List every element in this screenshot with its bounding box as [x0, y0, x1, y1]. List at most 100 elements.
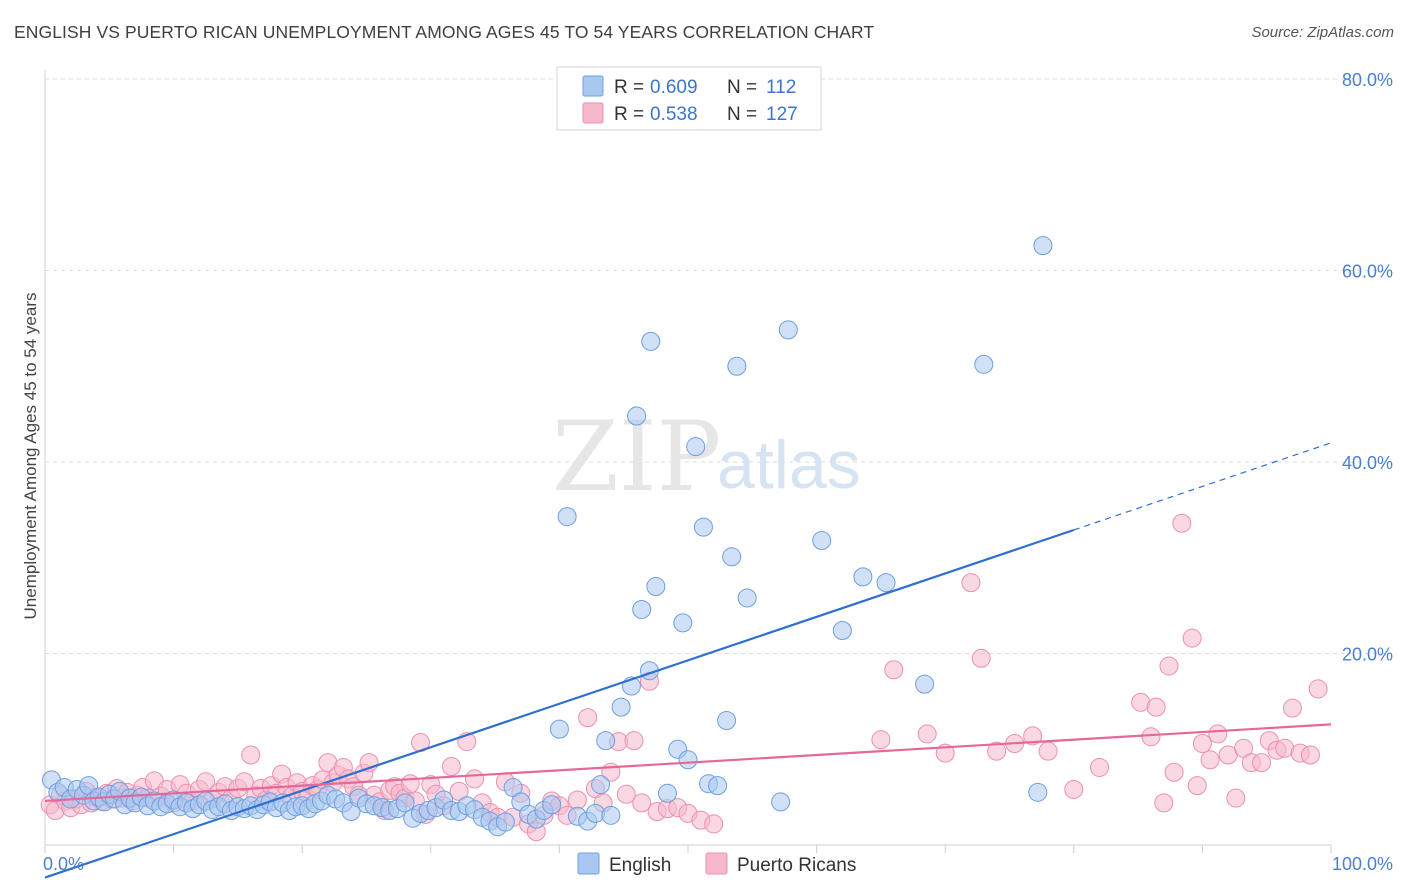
- chart-title: ENGLISH VS PUERTO RICAN UNEMPLOYMENT AMO…: [14, 22, 875, 42]
- watermark-atlas: atlas: [717, 427, 861, 503]
- puerto-ricans-point: [917, 724, 937, 744]
- english-point: [722, 547, 742, 567]
- english-point: [915, 674, 935, 694]
- y-tick-label: 40.0%: [1342, 453, 1393, 473]
- puerto-ricans-point: [704, 814, 724, 834]
- series-legend: English Puerto Ricans: [577, 852, 856, 876]
- english-point: [853, 567, 873, 587]
- puerto-ricans-point: [234, 772, 254, 792]
- y-tick-label: 80.0%: [1342, 70, 1393, 90]
- puerto-ricans-point: [1164, 762, 1184, 782]
- english-points: [41, 236, 1053, 837]
- legend-pr-swatch: [705, 852, 728, 875]
- puerto-ricans-point: [1252, 753, 1272, 773]
- puerto-ricans-point: [1187, 776, 1207, 796]
- puerto-ricans-point: [987, 741, 1007, 761]
- puerto-ricans-point: [241, 745, 261, 765]
- pr-n-value: 127: [766, 104, 798, 125]
- english-point: [693, 517, 713, 537]
- puerto-ricans-point: [624, 731, 644, 751]
- english-r-value: 0.609: [650, 77, 698, 98]
- puerto-ricans-point: [1226, 788, 1246, 808]
- puerto-ricans-point: [1300, 745, 1320, 765]
- english-point: [771, 792, 791, 812]
- x-ticks: [44, 845, 1332, 853]
- legend-pr-label: Puerto Ricans: [737, 855, 856, 876]
- puerto-ricans-point: [1146, 697, 1166, 717]
- puerto-ricans-points: [40, 513, 1328, 842]
- english-point: [627, 406, 647, 426]
- puerto-ricans-point: [632, 793, 652, 813]
- english-point: [737, 588, 757, 608]
- english-point: [974, 354, 994, 374]
- english-trend-extension: [1073, 442, 1332, 531]
- trend-lines: [44, 442, 1332, 879]
- y-tick-label: 60.0%: [1342, 262, 1393, 282]
- y-axis-label: Unemployment Among Ages 45 to 54 years: [21, 293, 40, 620]
- english-point: [542, 795, 562, 815]
- watermark: ZIP atlas: [552, 401, 861, 513]
- puerto-ricans-point: [871, 730, 891, 750]
- grid-lines: [45, 78, 1392, 654]
- english-point: [495, 812, 515, 832]
- x-tick-label: 0.0%: [43, 854, 84, 874]
- puerto-ricans-point: [1282, 698, 1302, 718]
- puerto-ricans-point: [1064, 779, 1084, 799]
- puerto-ricans-point: [1154, 793, 1174, 813]
- puerto-ricans-point: [1141, 727, 1161, 747]
- english-point: [611, 697, 631, 717]
- puerto-ricans-point: [616, 784, 636, 804]
- puerto-ricans-point: [400, 774, 420, 794]
- english-point: [678, 750, 698, 770]
- puerto-ricans-point: [1308, 679, 1328, 699]
- source-credit: Source: ZipAtlas.com: [1251, 24, 1394, 41]
- puerto-ricans-point: [441, 756, 461, 776]
- english-point: [686, 437, 706, 457]
- english-point: [727, 356, 747, 376]
- puerto-ricans-point: [971, 648, 991, 668]
- y-tick-labels: 20.0% 40.0% 60.0% 80.0%: [1342, 70, 1393, 665]
- english-point: [632, 599, 652, 619]
- english-point: [596, 731, 616, 751]
- puerto-ricans-point: [578, 708, 598, 728]
- english-point: [557, 507, 577, 527]
- english-point: [1028, 782, 1048, 802]
- pr-r-label: R =: [614, 104, 644, 125]
- x-tick-label: 100.0%: [1332, 854, 1393, 874]
- legend-english-label: English: [609, 855, 671, 876]
- english-trend-line: [44, 528, 1075, 879]
- puerto-ricans-point: [1038, 741, 1058, 761]
- stats-legend: R = 0.609 N = 112 R = 0.538 N = 127: [556, 66, 822, 131]
- puerto-ricans-point: [567, 790, 587, 810]
- english-point: [778, 320, 798, 340]
- pr-r-value: 0.538: [650, 104, 698, 125]
- english-n-value: 112: [766, 77, 796, 98]
- english-point: [657, 783, 677, 803]
- english-point: [717, 711, 737, 731]
- english-point: [641, 331, 661, 351]
- english-point: [395, 793, 415, 813]
- puerto-ricans-point: [961, 573, 981, 593]
- english-point: [832, 621, 852, 641]
- puerto-ricans-point: [1090, 757, 1110, 777]
- legend-english-swatch: [577, 852, 600, 875]
- english-point: [646, 576, 666, 596]
- english-point: [876, 573, 896, 593]
- puerto-ricans-point: [1172, 513, 1192, 533]
- puerto-ricans-swatch: [582, 102, 604, 124]
- puerto-ricans-point: [1208, 724, 1228, 744]
- english-point: [708, 776, 728, 796]
- english-r-label: R =: [614, 77, 644, 98]
- y-tick-label: 20.0%: [1342, 645, 1393, 665]
- puerto-ricans-point: [884, 660, 904, 680]
- puerto-ricans-point: [1200, 750, 1220, 770]
- english-n-label: N =: [727, 77, 757, 98]
- english-point: [812, 531, 832, 551]
- english-point: [591, 775, 611, 795]
- english-point: [673, 613, 693, 633]
- puerto-ricans-point: [1192, 734, 1212, 754]
- x-tick-labels: 0.0% 100.0%: [43, 854, 1393, 874]
- puerto-ricans-point: [1182, 628, 1202, 648]
- english-point: [549, 719, 569, 739]
